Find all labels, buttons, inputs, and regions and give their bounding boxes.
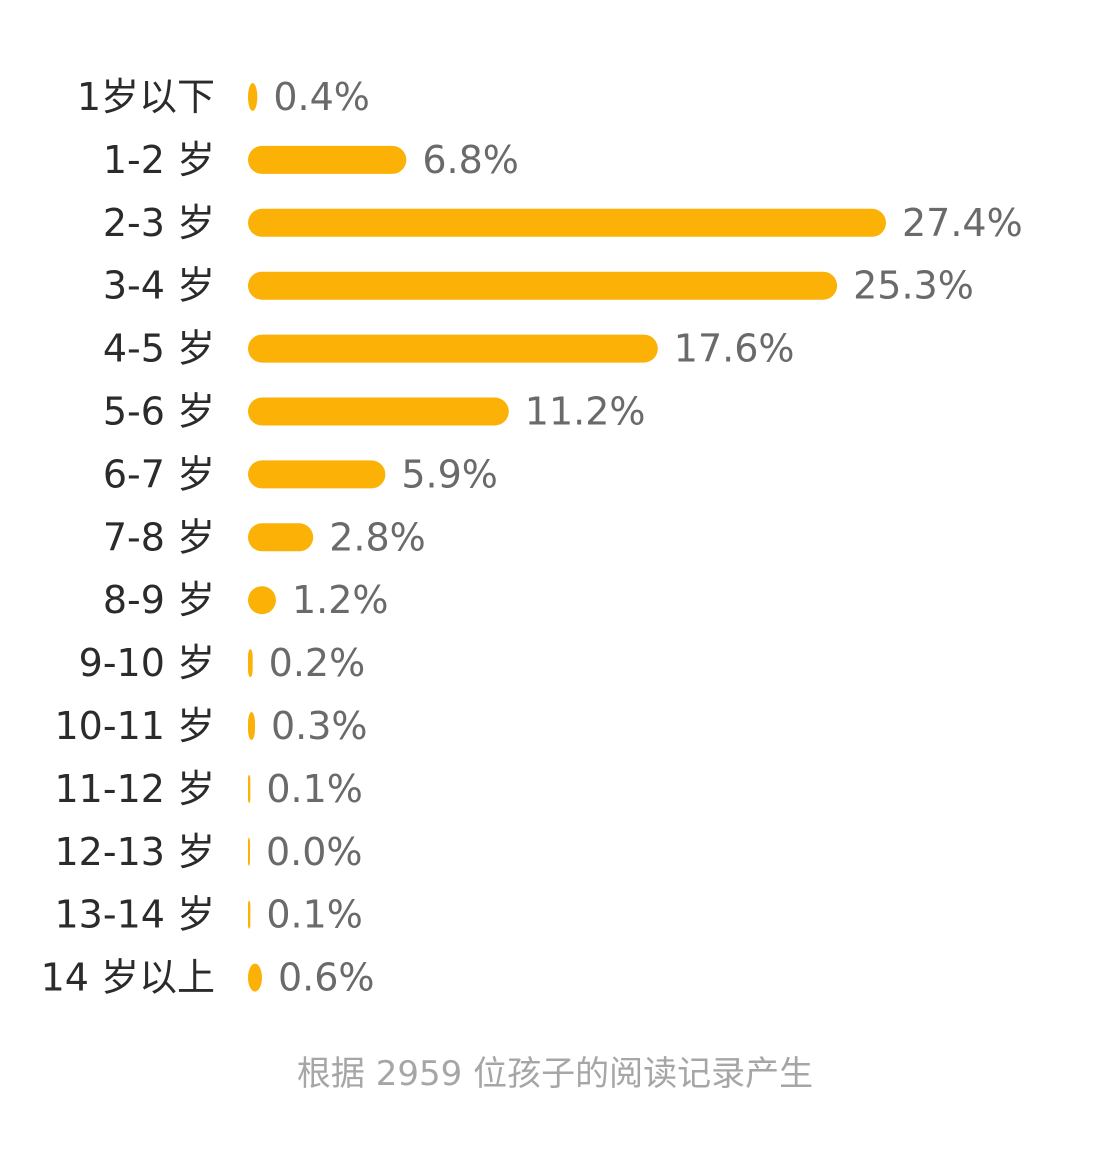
bar [248, 963, 262, 992]
category-label: 13-14 岁 [55, 893, 216, 937]
value-label: 27.4% [902, 201, 1023, 245]
bar [248, 900, 251, 929]
value-label: 0.4% [273, 75, 370, 119]
bar [248, 460, 386, 489]
value-label: 2.8% [329, 515, 426, 559]
category-label: 6-7 岁 [103, 452, 215, 496]
category-label: 1岁以下 [77, 75, 215, 119]
category-label: 3-4 岁 [103, 264, 215, 308]
bar [248, 334, 658, 363]
value-label: 17.6% [674, 327, 795, 371]
category-label: 9-10 岁 [79, 641, 215, 685]
bar [248, 649, 253, 678]
category-label: 5-6 岁 [103, 390, 215, 434]
bar [248, 271, 838, 300]
bar [248, 774, 251, 803]
value-label: 25.3% [853, 264, 974, 308]
value-label: 5.9% [401, 452, 498, 496]
category-label: 1-2 岁 [103, 138, 215, 182]
category-label: 10-11 岁 [55, 704, 216, 748]
value-label: 0.6% [278, 956, 375, 1000]
bar [248, 586, 276, 615]
bar [248, 145, 407, 174]
category-label: 14 岁以上 [41, 956, 215, 1000]
value-label: 0.1% [266, 767, 363, 811]
value-label: 0.1% [266, 893, 363, 937]
bar [248, 837, 250, 866]
bar [248, 523, 314, 552]
value-label: 0.0% [266, 830, 363, 874]
category-label: 7-8 岁 [103, 515, 215, 559]
category-label: 2-3 岁 [103, 201, 215, 245]
value-label: 6.8% [422, 138, 519, 182]
category-label: 11-12 岁 [55, 767, 216, 811]
value-label: 11.2% [525, 390, 646, 434]
bar [248, 208, 886, 237]
bar [248, 83, 258, 111]
chart-footnote: 根据 2959 位孩子的阅读记录产生 [296, 1054, 814, 1094]
value-label: 0.2% [269, 641, 366, 685]
category-label: 12-13 岁 [55, 830, 216, 874]
value-label: 0.3% [271, 704, 368, 748]
bar-chart-svg: 1岁以下 0.4% 1-2 岁 6.8% 2-3 岁 27.4% 3-4 岁 25.3% 4-5… [41, 75, 1023, 1000]
bar [248, 397, 509, 426]
value-label: 1.2% [292, 578, 389, 622]
category-label: 4-5 岁 [103, 327, 215, 371]
bar [248, 712, 255, 740]
category-label: 8-9 岁 [103, 578, 215, 622]
